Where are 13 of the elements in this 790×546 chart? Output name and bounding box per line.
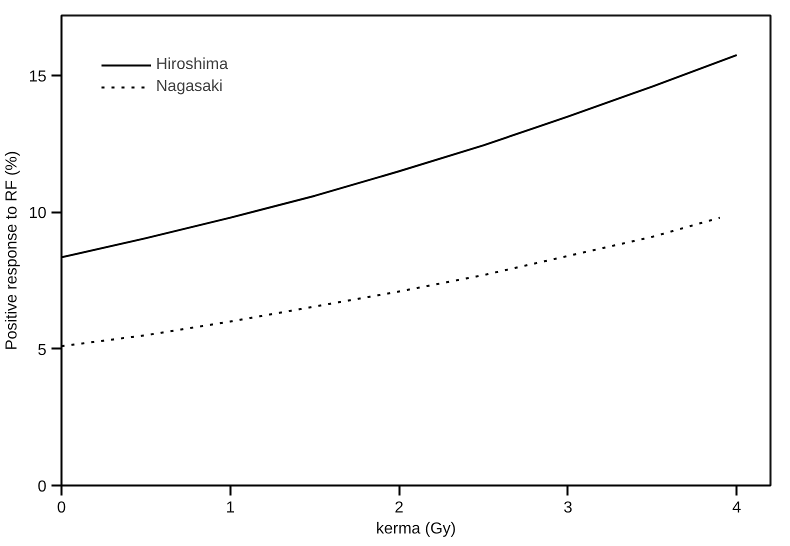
x-tick-label: 0	[57, 500, 66, 516]
y-tick-label: 10	[28, 205, 47, 222]
legend-label: Hiroshima	[156, 56, 228, 74]
y-tick-label: 5	[38, 342, 47, 359]
legend-label: Nagasaki	[156, 78, 223, 96]
y-axis-title: Positive response to RF (%)	[4, 150, 21, 350]
x-tick-label: 2	[394, 500, 404, 516]
y-tick-label: 0	[38, 478, 47, 496]
x-tick-label: 4	[732, 500, 742, 516]
y-tick-label: 15	[28, 68, 47, 86]
x-tick-label: 3	[563, 500, 572, 516]
x-axis-title: kerma (Gy)	[376, 520, 456, 538]
x-tick-label: 1	[226, 500, 235, 516]
